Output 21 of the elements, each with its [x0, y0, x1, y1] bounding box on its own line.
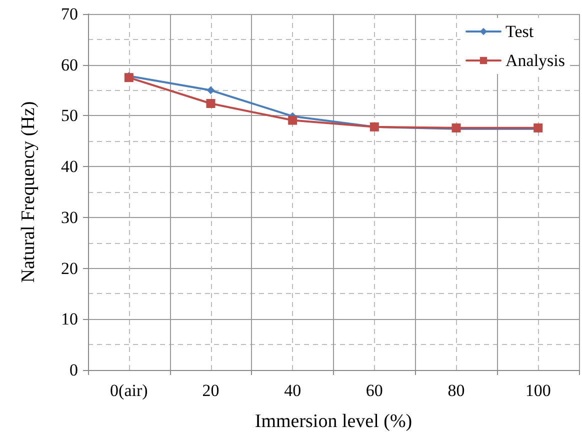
x-tick-label: 0(air): [110, 381, 148, 400]
point: [206, 99, 216, 108]
legend-label: Analysis: [506, 51, 565, 70]
y-tick-label: 50: [61, 106, 78, 126]
point: [288, 116, 298, 125]
x-tick-label: 80: [448, 381, 465, 400]
x-tick-label: 40: [284, 381, 302, 400]
legend-label: Test: [506, 22, 534, 41]
y-tick-label: 20: [61, 258, 78, 278]
x-axis-title: Immersion level (%): [254, 411, 412, 432]
x-tick-label: 20: [202, 381, 220, 400]
x-tick-label: 100: [525, 381, 551, 400]
y-tick-label: 70: [61, 4, 78, 24]
y-tick-label: 10: [61, 310, 78, 329]
point: [206, 86, 215, 94]
x-tick-label: 60: [366, 381, 383, 400]
y-tick-label: 40: [61, 157, 78, 176]
y-tick-label: 30: [61, 208, 78, 227]
y-tick-label: 0: [70, 360, 78, 380]
y-axis-title: Natural Frequency (Hz): [18, 101, 39, 283]
y-tick-label: 60: [61, 55, 78, 74]
